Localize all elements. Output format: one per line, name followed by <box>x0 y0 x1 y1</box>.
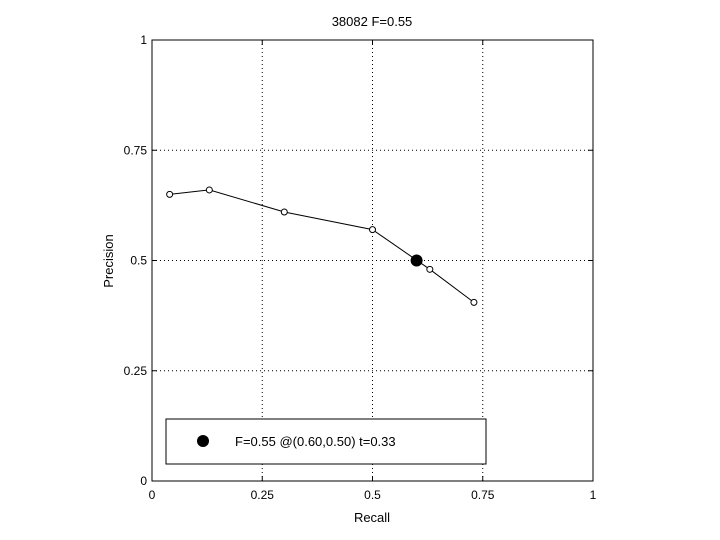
data-point <box>426 265 434 273</box>
legend-marker <box>197 435 209 447</box>
data-point <box>470 298 478 306</box>
y-tick-label: 0.75 <box>124 143 148 157</box>
grid-lines <box>152 40 593 481</box>
series-group <box>166 186 478 306</box>
y-tick-label: 0.25 <box>124 364 148 378</box>
x-axis-label: Recall <box>354 510 390 525</box>
x-tick-label: 0.5 <box>364 488 381 502</box>
data-point <box>166 190 174 198</box>
data-point <box>369 226 376 234</box>
x-tick-label: 1 <box>590 488 597 502</box>
y-tick-labels: 0 0.25 0.5 0.75 1 <box>124 33 148 488</box>
series-line <box>169 189 475 303</box>
x-tick-label: 0 <box>149 488 156 502</box>
highlight-group <box>410 254 423 267</box>
y-tick-label: 1 <box>140 33 147 47</box>
chart-title: 38082 F=0.55 <box>332 14 413 29</box>
x-tick-labels: 0 0.25 0.5 0.75 1 <box>149 488 597 502</box>
data-point <box>280 208 288 216</box>
legend-box <box>165 418 487 465</box>
legend-label: F=0.55 @(0.60,0.50) t=0.33 <box>235 434 396 449</box>
y-tick-label: 0.5 <box>130 254 147 268</box>
data-point <box>205 186 213 194</box>
y-axis-label: Precision <box>101 234 116 287</box>
x-tick-label: 0.25 <box>251 488 275 502</box>
axis-ticks <box>151 39 594 482</box>
best-f-point <box>410 254 423 267</box>
y-tick-label: 0 <box>140 474 147 488</box>
x-tick-label: 0.75 <box>471 488 495 502</box>
legend: F=0.55 @(0.60,0.50) t=0.33 <box>165 418 487 465</box>
